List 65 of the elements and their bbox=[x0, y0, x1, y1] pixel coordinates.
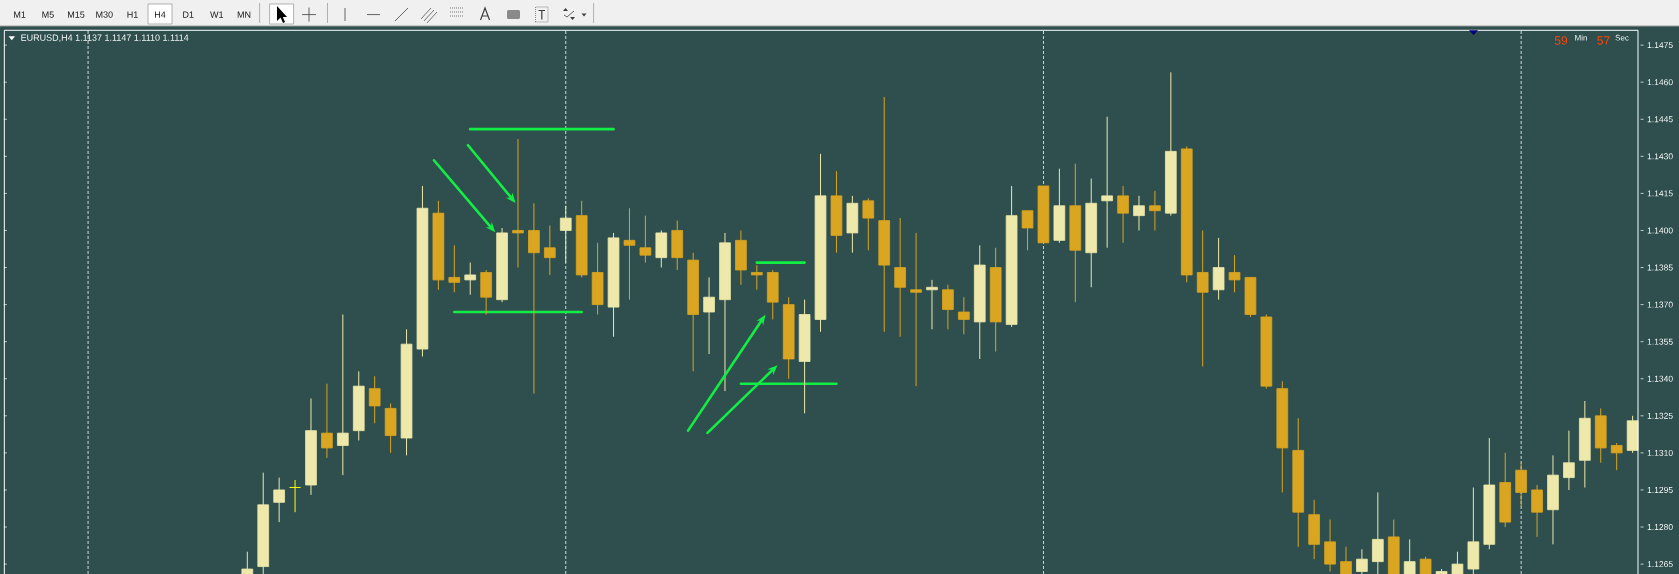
text: M30 bbox=[96, 11, 113, 18]
text: M1 bbox=[14, 11, 26, 18]
annotation: 57 bbox=[1597, 36, 1610, 45]
candlestick bbox=[1196, 229, 1209, 367]
candlestick bbox=[1101, 116, 1113, 249]
candlestick bbox=[321, 383, 333, 459]
candlestick bbox=[1117, 185, 1129, 244]
y-tick-label: 1.1310 bbox=[1647, 449, 1673, 456]
candlestick bbox=[942, 284, 954, 330]
candlestick bbox=[894, 217, 906, 338]
candlestick bbox=[751, 264, 763, 291]
y-tick-label: 1.1445 bbox=[1647, 116, 1673, 123]
text: M5 bbox=[42, 11, 54, 18]
candlestick bbox=[1212, 237, 1225, 301]
candlestick bbox=[464, 262, 477, 296]
candlestick bbox=[1531, 484, 1543, 538]
y-tick-label: 1.1340 bbox=[1647, 375, 1673, 382]
candlestick bbox=[1133, 195, 1145, 231]
candlestick bbox=[544, 225, 556, 276]
y-tick-label: 1.1325 bbox=[1647, 412, 1673, 419]
annotation: Sec bbox=[1615, 34, 1629, 41]
candlestick bbox=[1149, 190, 1161, 231]
candlestick bbox=[1021, 210, 1034, 251]
chart-title: EURUSD,H4 1.1137 1.1147 1.1110 1.1114 bbox=[21, 34, 189, 42]
candlestick bbox=[1324, 519, 1336, 573]
annotation: 59 bbox=[1554, 36, 1568, 45]
candlestick bbox=[1356, 548, 1368, 574]
text: M15 bbox=[68, 11, 85, 18]
y-tick-label: 1.1385 bbox=[1647, 264, 1673, 271]
text: W1 bbox=[210, 11, 224, 18]
y-tick-label: 1.1370 bbox=[1647, 301, 1673, 308]
y-tick-label: 1.1415 bbox=[1647, 190, 1673, 197]
candlestick bbox=[862, 197, 875, 251]
candlestick bbox=[448, 244, 461, 293]
candlestick bbox=[368, 375, 381, 424]
y-tick-label: 1.1265 bbox=[1647, 561, 1673, 568]
candlestick bbox=[528, 202, 540, 395]
candlestick bbox=[559, 205, 572, 264]
y-tick-label: 1.1400 bbox=[1647, 227, 1673, 234]
y-tick-label: 1.1295 bbox=[1647, 486, 1673, 493]
text: D1 bbox=[183, 11, 194, 18]
candlestick bbox=[1563, 430, 1575, 491]
candlestick bbox=[1340, 546, 1352, 574]
candlestick bbox=[623, 207, 636, 301]
candlestick bbox=[1610, 442, 1623, 471]
candlestick bbox=[639, 215, 652, 264]
candlestick bbox=[1228, 254, 1241, 293]
candlestick bbox=[926, 279, 938, 330]
text: H4 bbox=[155, 11, 166, 18]
candlestick bbox=[1515, 462, 1527, 508]
annotation: Min bbox=[1575, 34, 1587, 41]
y-tick-label: 1.1475 bbox=[1647, 42, 1673, 49]
candlestick bbox=[289, 479, 301, 513]
text: H1 bbox=[127, 11, 138, 18]
y-tick-label: 1.1280 bbox=[1647, 524, 1673, 531]
text: MN bbox=[237, 11, 251, 18]
candlestick bbox=[958, 296, 970, 335]
y-tick-label: 1.1430 bbox=[1647, 153, 1673, 160]
candlestick bbox=[1372, 491, 1384, 574]
y-tick-label: 1.1355 bbox=[1647, 338, 1673, 345]
y-tick-label: 1.1460 bbox=[1647, 79, 1673, 86]
candlestick bbox=[337, 313, 349, 476]
candlestick bbox=[703, 276, 715, 355]
candlestick bbox=[273, 477, 285, 523]
candlestick bbox=[910, 232, 922, 387]
